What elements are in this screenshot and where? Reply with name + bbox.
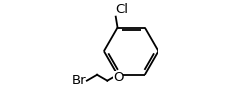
Text: Br: Br (72, 74, 86, 87)
Text: O: O (112, 71, 123, 84)
Text: Cl: Cl (114, 3, 127, 16)
